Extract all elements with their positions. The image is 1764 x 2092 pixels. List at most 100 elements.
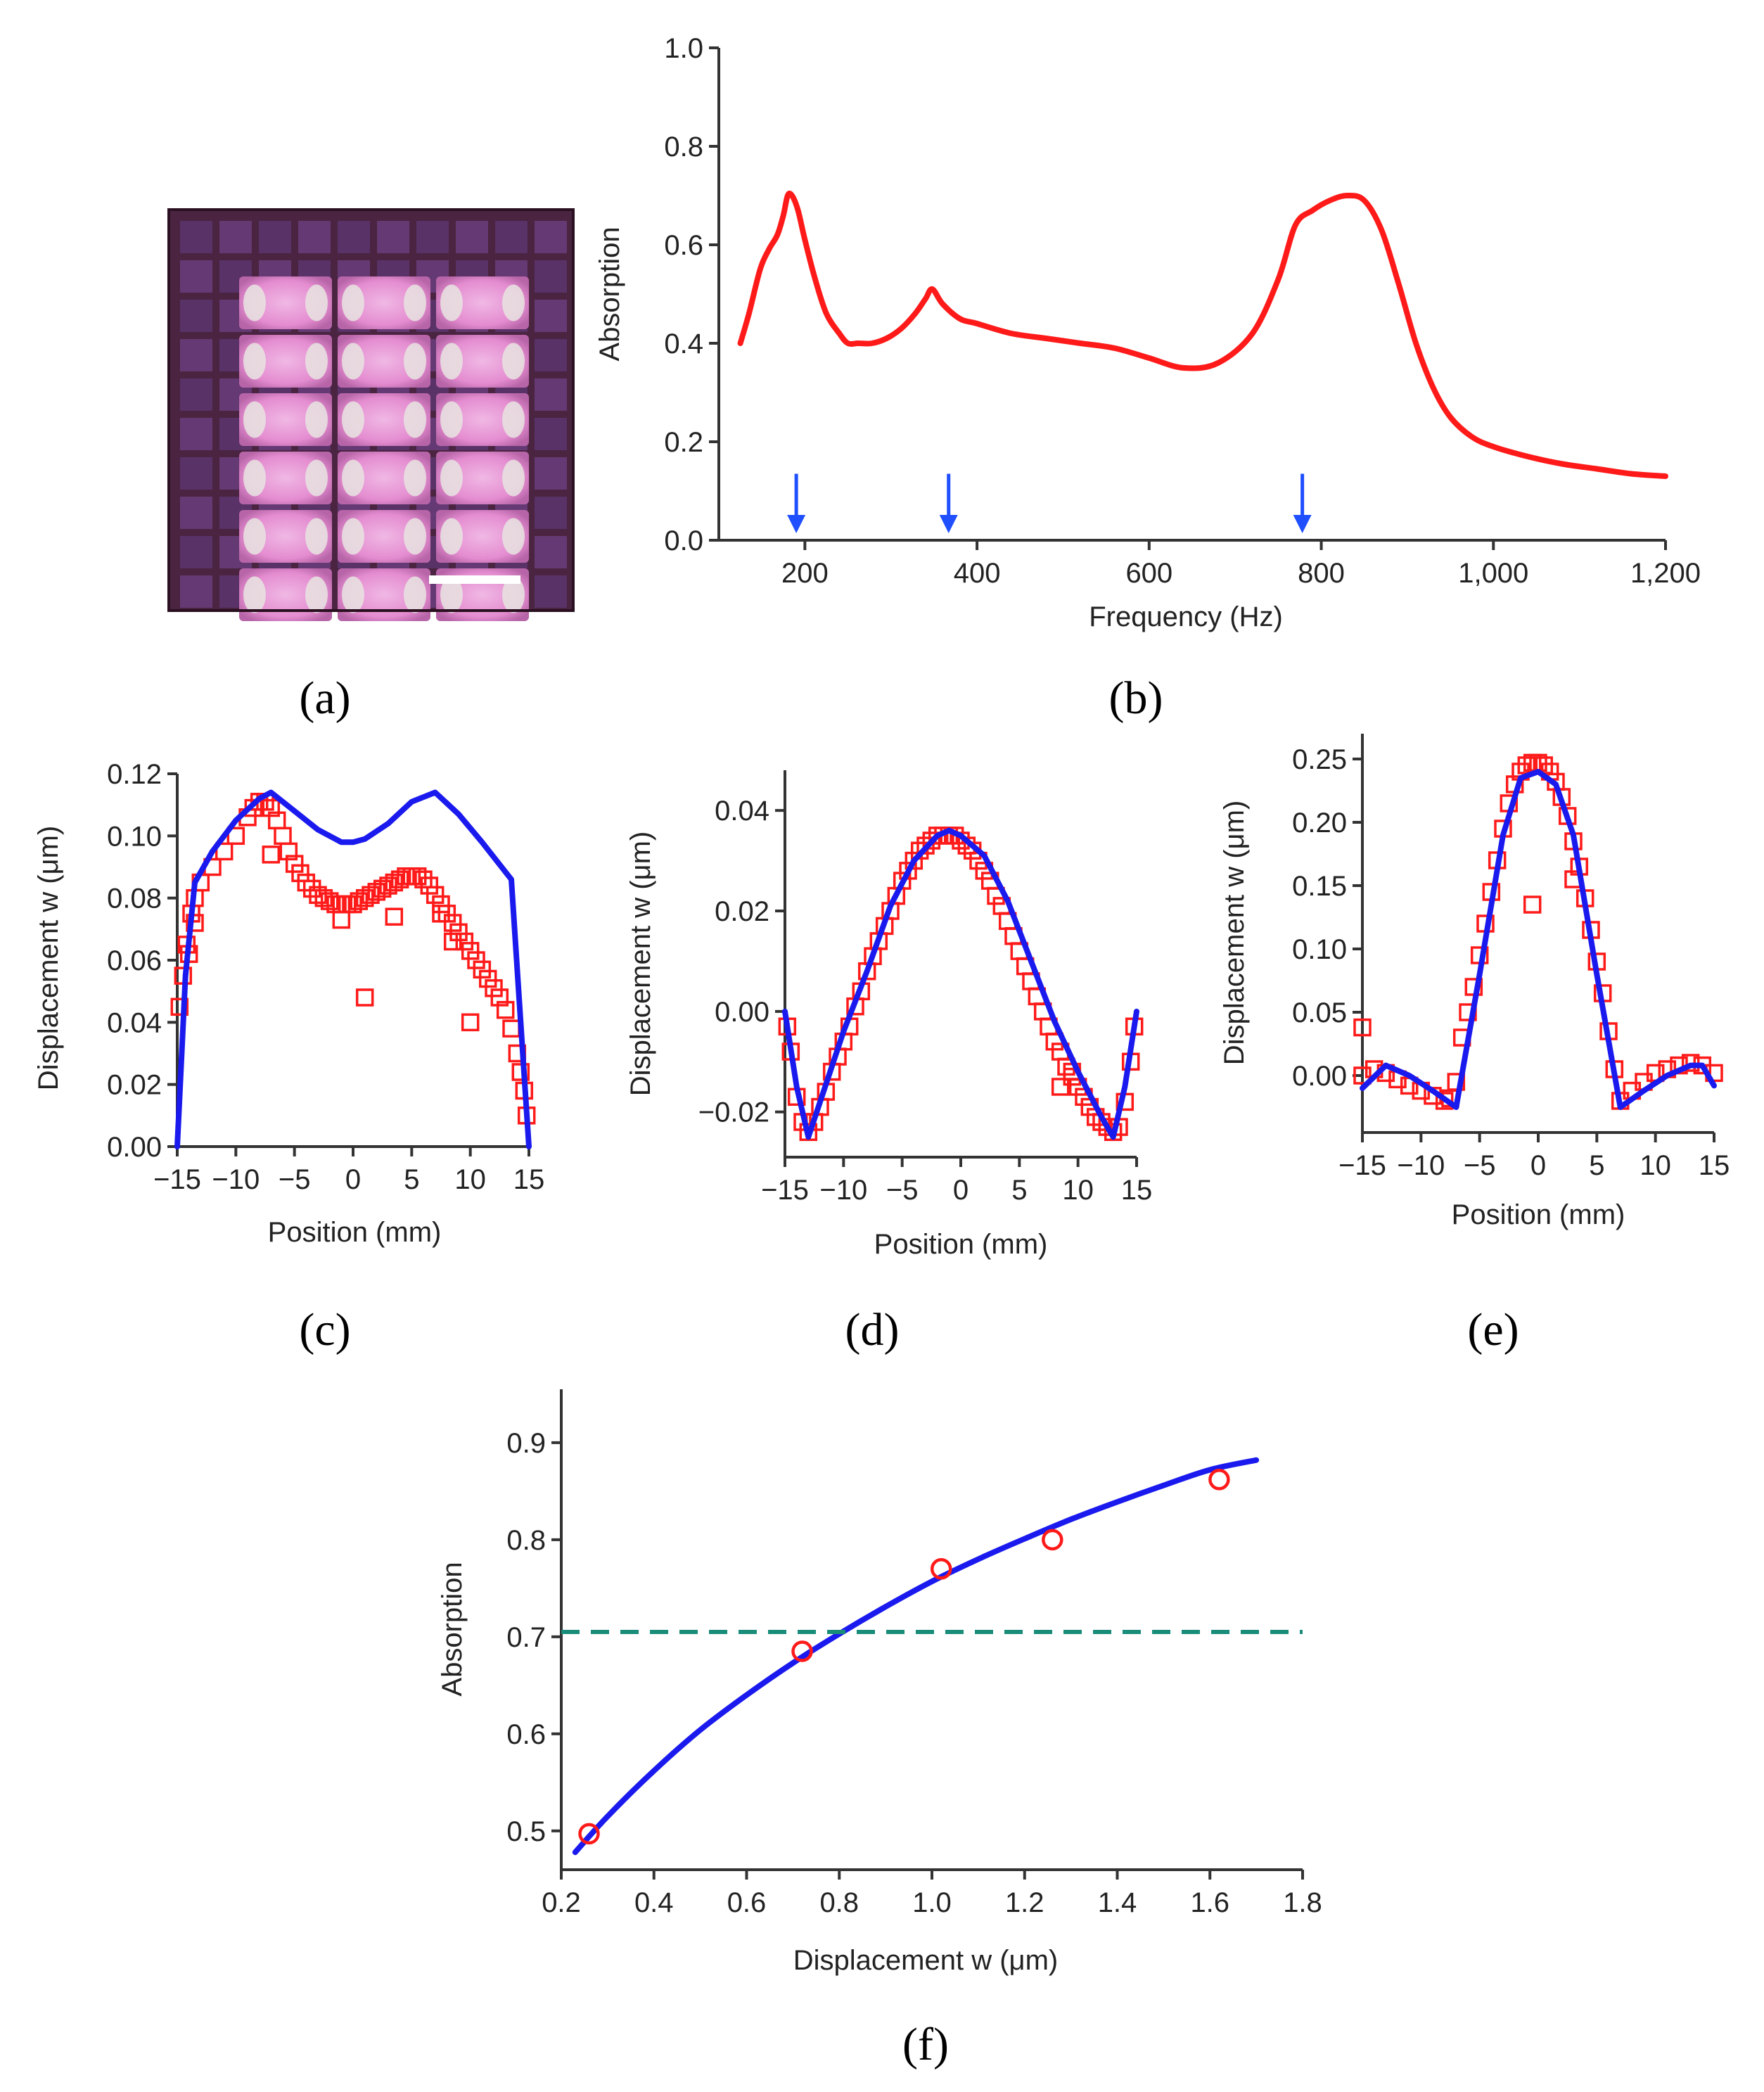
photo-platelet xyxy=(243,576,266,613)
panel-f-y-tick-label: 0.7 xyxy=(506,1622,546,1653)
panel-c-measured-point xyxy=(432,905,450,923)
panel-c-measured-point xyxy=(291,864,309,883)
panel-c-measured-point xyxy=(170,997,189,1016)
panel-e-measured-point xyxy=(1353,1066,1372,1085)
panel-c-y-axis-label: Displacement w (μm) xyxy=(33,826,64,1090)
photo-frame-cell xyxy=(535,300,567,332)
panel-b-x-tick-label: 1,200 xyxy=(1630,558,1701,589)
panel-c-measured-point xyxy=(274,827,292,846)
panel-c-measured-point xyxy=(420,876,439,895)
panel-d-measured-point xyxy=(905,851,923,870)
panel-e-fit-curve xyxy=(1360,769,1717,1110)
photo-platelet xyxy=(342,459,364,497)
panel-c-measured-point xyxy=(344,895,362,914)
panel-e-measured-point xyxy=(1523,895,1542,914)
panel-f-x-tick-label: 1.0 xyxy=(912,1887,952,1918)
photo-frame-cell xyxy=(535,457,567,490)
photo-frame-cell xyxy=(535,378,567,411)
panel-c-measured-point xyxy=(355,888,374,907)
panel-f-x-tick-label: 1.2 xyxy=(1005,1887,1044,1918)
panel-c-x-tick-label: −5 xyxy=(279,1164,311,1195)
panel-d-x-axis-label: Position (mm) xyxy=(874,1229,1048,1260)
photo-platelet xyxy=(305,284,328,321)
panel-b-x-tick-label: 200 xyxy=(781,558,829,589)
panel-c-measured-point xyxy=(367,883,386,901)
panel-c-y-tick-label: 0.04 xyxy=(107,1007,162,1038)
photo-platelet xyxy=(243,459,266,497)
photo-frame-cell xyxy=(535,221,567,253)
panel-f-x-axis-label: Displacement w (μm) xyxy=(793,1945,1058,1976)
panel-c-measured-point xyxy=(355,988,374,1007)
panel-e-y-tick-label: 0.05 xyxy=(1292,997,1347,1028)
panel-d-y-tick-label: 0.04 xyxy=(715,796,769,827)
panel-b-absorption-curve xyxy=(737,190,1668,479)
panel-e-x-tick-label: −5 xyxy=(1464,1150,1496,1181)
panel-f-axes xyxy=(560,1389,1303,1871)
photo-frame-cell xyxy=(416,221,449,253)
panel-f-y-tick-label: 0.8 xyxy=(506,1525,546,1556)
panel-c-x-tick-label: 15 xyxy=(513,1164,545,1195)
panel-e-x-tick-label: 10 xyxy=(1640,1150,1671,1181)
panel-d-y-tick-label: 0.00 xyxy=(715,997,769,1028)
photo-frame-cell xyxy=(180,497,212,529)
panel-c-measured-point xyxy=(461,1013,480,1032)
panel-c-measured-point xyxy=(502,1019,520,1038)
panel-c-measured-point xyxy=(297,873,316,892)
panel-c-measured-point xyxy=(485,979,503,997)
panel-c-measured-point xyxy=(414,870,433,888)
photo-platelet xyxy=(404,343,426,380)
photo-frame-cell xyxy=(180,339,212,371)
photo-platelet xyxy=(404,284,426,321)
panel-d-measured-point xyxy=(899,862,917,880)
panel-e-x-tick-label: 15 xyxy=(1699,1150,1730,1181)
panel-b-y-tick-label: 0.0 xyxy=(664,525,703,556)
photo-frame-cell xyxy=(219,221,252,253)
photo-frame-cell xyxy=(180,300,212,332)
panel-f-x-tick-label: 1.4 xyxy=(1098,1887,1137,1918)
photo-frame-cell xyxy=(535,339,567,371)
panel-e-measured-point xyxy=(1435,1092,1454,1110)
panel-c-x-tick-label: 0 xyxy=(345,1164,361,1195)
panel-b-x-tick-label: 800 xyxy=(1298,558,1345,589)
photo-platelet xyxy=(243,401,266,438)
panel-e-y-tick-label: 0.20 xyxy=(1292,808,1347,838)
photo-platelet xyxy=(342,343,364,380)
panel-c-measured-point xyxy=(432,895,450,914)
panel-f-x-tick-label: 0.2 xyxy=(542,1887,581,1918)
photo-platelet xyxy=(243,518,266,555)
photo-platelet xyxy=(502,401,525,438)
panel-c-measured-point xyxy=(379,876,397,895)
panel-f-fit-curve xyxy=(572,1457,1260,1856)
panel-e-measured-point xyxy=(1447,1073,1466,1091)
panel-c-measured-point xyxy=(461,942,480,960)
photo-platelet xyxy=(440,284,463,321)
photo-platelet xyxy=(502,576,525,613)
panel-c-measured-point xyxy=(496,1000,515,1019)
panel-e-axes xyxy=(1361,734,1714,1134)
panel-c-x-tick-label: 10 xyxy=(454,1164,486,1195)
photo-platelet xyxy=(404,401,426,438)
photo-platelet xyxy=(342,401,364,438)
panel-e-y-tick-label: 0.10 xyxy=(1292,934,1347,965)
photo-platelet xyxy=(342,284,364,321)
panel-c-measured-point xyxy=(467,951,485,969)
photo-frame-cell xyxy=(180,221,212,253)
panel-c-measured-point xyxy=(490,988,509,1007)
panel-e-y-tick-label: 0.25 xyxy=(1292,744,1347,775)
panel-c-measured-point xyxy=(390,870,409,888)
photo-platelet xyxy=(440,459,463,497)
panel-c-x-tick-label: 5 xyxy=(404,1164,419,1195)
photo-frame-cell xyxy=(535,536,567,568)
panel-d-x-tick-label: 15 xyxy=(1121,1175,1153,1206)
panel-c-displacement-profile: −15 −10 −5 0 5 10 15 0.00 0.02 0.04 0.06 0.08 0.10 0.… xyxy=(33,759,544,1248)
photo-frame-cell xyxy=(535,260,567,293)
photo-platelet xyxy=(440,401,463,438)
panel-c-measured-point xyxy=(226,827,245,846)
panel-d-y-tick-label: −0.02 xyxy=(698,1097,769,1128)
photo-platelet xyxy=(502,343,525,380)
panel-f-absorption-vs-displacement: 0.2 0.4 0.6 0.8 1.0 1.2 1.4 1.6 1.8 0.5 0.6 0.7 0.8 0… xyxy=(437,1389,1322,1976)
panel-c-measured-point xyxy=(443,914,462,932)
photo-frame-cell xyxy=(180,418,212,450)
panel-f-x-tick-label: 1.6 xyxy=(1190,1887,1229,1918)
photo-frame-cell xyxy=(180,457,212,490)
